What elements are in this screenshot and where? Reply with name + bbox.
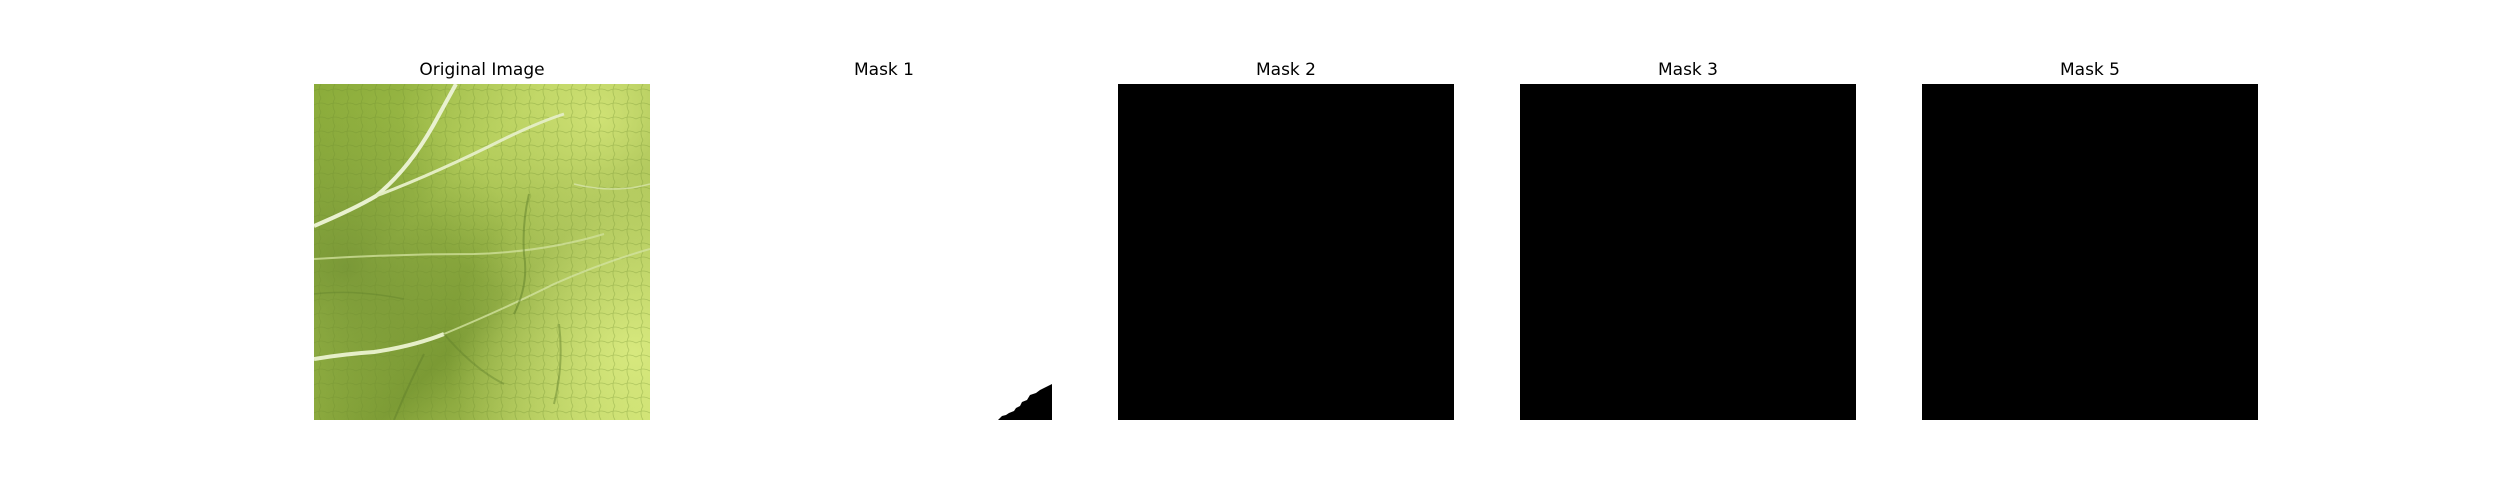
panel-title: Mask 5 (2059, 60, 2120, 80)
leaf-photo (314, 84, 650, 420)
mask-5-svg (1922, 84, 2258, 420)
mask-2-svg (1118, 84, 1454, 420)
mask-2-image (1118, 84, 1454, 420)
mask-1-svg (716, 84, 1052, 420)
mask-5-image (1922, 84, 2258, 420)
mask-1-black-region (998, 384, 1052, 420)
panel-title: Original Image (419, 60, 545, 80)
panel-title: Mask 2 (1255, 60, 1316, 80)
mask-1-image (716, 84, 1052, 420)
panel-title: Mask 1 (853, 60, 914, 80)
mask-3-image (1520, 84, 1856, 420)
panel-title: Mask 3 (1657, 60, 1718, 80)
mask-3-svg (1520, 84, 1856, 420)
leaf-photo-image (314, 84, 650, 420)
